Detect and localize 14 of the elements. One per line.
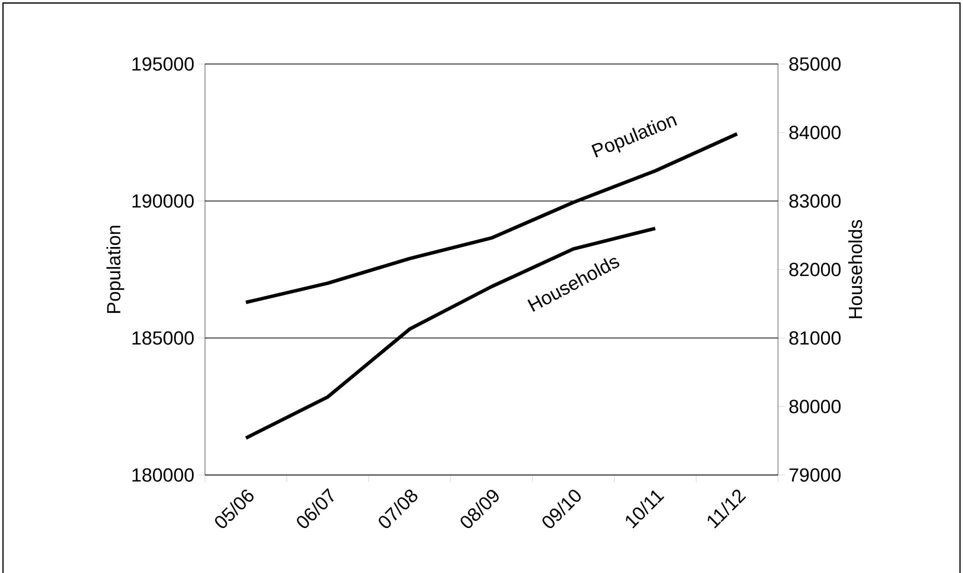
y2-tick-label: 83000 [789, 194, 841, 208]
y2-tick-label: 84000 [789, 126, 841, 140]
y-axis-title: Population [106, 226, 124, 313]
y2-axis-title: Households [848, 220, 862, 318]
y2-tick-label: 82000 [789, 262, 841, 276]
y-tick-label: 195000 [132, 57, 194, 71]
y2-tick-label: 79000 [790, 468, 841, 482]
y2-tick-label: 85000 [789, 57, 841, 71]
y2-tick-label: 80000 [789, 400, 841, 414]
y2-tick-label: 81000 [789, 331, 841, 345]
line-series [244, 226, 657, 440]
y-tick-label: 190000 [132, 194, 194, 208]
y-tick-label: 180000 [132, 468, 194, 482]
y-tick-label: 185000 [132, 331, 194, 345]
